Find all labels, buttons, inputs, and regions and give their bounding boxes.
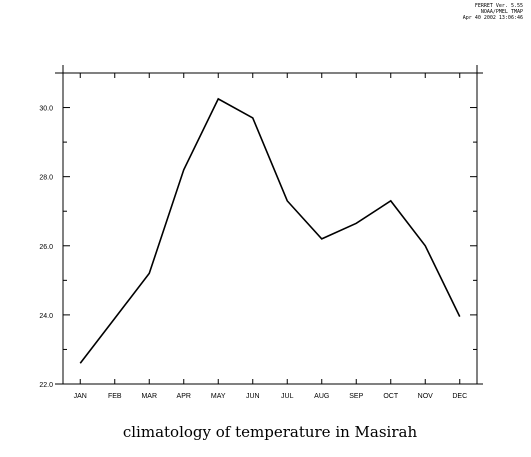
y-tick-label: 22.0 xyxy=(39,382,53,389)
x-tick-label: MAY xyxy=(211,393,226,400)
header-line-version: FERRET Ver. 5.55 xyxy=(474,3,523,9)
x-tick-label: JUL xyxy=(281,393,294,400)
tick-marks xyxy=(63,72,477,385)
axes xyxy=(55,65,483,385)
x-tick-label: SEP xyxy=(349,393,363,400)
y-tick-label: 30.0 xyxy=(39,106,53,113)
y-tick-label: 28.0 xyxy=(39,175,53,182)
x-tick-label: MAR xyxy=(141,393,157,400)
tick-labels: JAN FEB MAR APR MAY JUN JUL AUG SEP OCT NOV DEC 22.0… xyxy=(39,106,467,400)
plot-frame xyxy=(62,72,478,385)
y-tick-label: 26.0 xyxy=(39,244,53,251)
ferret-version-header: FERRET Ver. 5.55 NOAA/PMEL TMAP Apr 40 2… xyxy=(463,3,523,21)
temperature-series-line xyxy=(79,97,461,364)
header-line-org: NOAA/PMEL TMAP xyxy=(480,9,523,15)
x-tick-label: AUG xyxy=(314,393,329,400)
x-tick-label: OCT xyxy=(383,393,399,400)
x-tick-label: NOV xyxy=(418,393,434,400)
x-tick-label: APR xyxy=(177,393,191,400)
x-tick-label: FEB xyxy=(108,393,122,400)
series xyxy=(79,97,461,364)
x-tick-label: JUN xyxy=(246,393,260,400)
x-tick-label: JAN xyxy=(74,393,87,400)
y-tick-label: 24.0 xyxy=(39,313,53,320)
x-tick-label: DEC xyxy=(452,393,467,400)
header-line-date: Apr 40 2002 13:06:46 xyxy=(462,15,523,21)
chart-title: climatology of temperature in Masirah xyxy=(123,423,418,441)
